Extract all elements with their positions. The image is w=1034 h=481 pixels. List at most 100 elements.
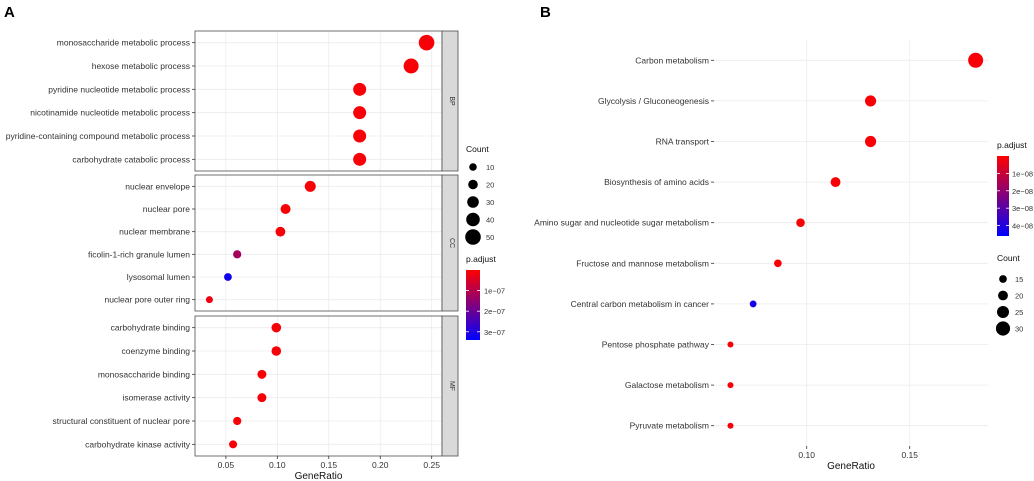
panel-b-term-label: Glycolysis / Gluconeogenesis: [598, 96, 709, 106]
panel-b-term-label: Galactose metabolism: [625, 380, 709, 390]
panel-a-term-label: lysosomal lumen: [127, 272, 191, 282]
panel-a-strip-label: MF: [448, 381, 455, 391]
panel-a-strip: [441, 174, 459, 312]
panel-a-point: [353, 152, 367, 166]
panel-a-xtick-label: 0.05: [218, 460, 235, 470]
panel-a-point: [257, 369, 267, 379]
panel-a-term-label: isomerase activity: [122, 393, 190, 403]
panel-b-padj-legend-title: p.adjust: [997, 140, 1027, 150]
panel-b-point: [865, 135, 877, 148]
panel-a-count-legend-label: 30: [486, 198, 494, 207]
panel-a-term-label: coenzyme binding: [121, 346, 190, 356]
panel-a-term-label: carbohydrate binding: [111, 323, 191, 333]
panel-a-point: [403, 58, 419, 74]
panel-a-point: [271, 346, 282, 356]
panel-b-count-legend-label: 20: [1015, 292, 1023, 301]
panel-b-term-label: RNA transport: [656, 137, 710, 147]
panel-a-count-legend-label: 50: [486, 233, 494, 242]
panel-b-legends: p.adjust 1e−08 2e−08 3e−08 4e−08 Count 15 20 25 3…: [995, 140, 1033, 336]
panel-a-point: [418, 34, 435, 51]
panel-b-xtick-label: 0.10: [798, 450, 815, 460]
panel-a-facet-bg: [195, 175, 442, 311]
panel-a-term-label: hexose metabolic process: [92, 61, 190, 71]
panel-b-padj-legend-label: 3e−08: [1012, 204, 1033, 213]
panel-a-strip: [441, 315, 459, 457]
panel-b-xtick-label: 0.15: [901, 450, 918, 460]
panel-a-point: [224, 273, 232, 281]
panel-b-count-legend-label: 30: [1015, 325, 1023, 334]
panel-a-point: [205, 296, 213, 304]
panel-a-point: [275, 226, 286, 237]
panel-a-point: [280, 204, 291, 214]
panel-b-point: [749, 300, 757, 308]
panel-a-term-label: monosaccharide metabolic process: [57, 38, 190, 48]
panel-a-term-label: pyridine-containing compound metabolic p…: [6, 131, 190, 141]
panel-b-term-label: Pentose phosphate pathway: [602, 340, 710, 350]
panel-a-padj-legend-label: 1e−07: [484, 287, 505, 296]
panel-b-point: [865, 95, 877, 107]
panel-a-facet-bg: [195, 316, 442, 456]
panel-b-point: [796, 218, 805, 227]
panel-a-legends: Count 10 20 30 40 50 p.adjust 1e−07 2e−07 3e−07: [465, 144, 505, 340]
panel-a-padj-colorbar: [466, 270, 480, 340]
panel-b-term-label: Carbon metabolism: [635, 55, 709, 65]
panel-a-count-legend-label: 40: [486, 216, 494, 225]
panel-b-xlabel: GeneRatio: [827, 461, 875, 472]
panel-a-point: [353, 129, 367, 143]
panel-a-strip-label: CC: [448, 238, 455, 248]
panel-b-letter: B: [540, 4, 551, 21]
panel-a-point: [257, 393, 267, 403]
panel-a-point: [353, 106, 367, 120]
panel-b-term-label: Pyruvate metabolism: [630, 421, 709, 431]
panel-b-term-label: Central carbon metabolism in cancer: [571, 299, 710, 309]
panel-a-xtick-label: 0.10: [269, 460, 286, 470]
panel-a-count-legend-key: [468, 179, 478, 190]
panel-b-padj-legend-label: 2e−08: [1012, 187, 1033, 196]
panel-b-count-legend-key: [997, 306, 1009, 318]
panel-b-point: [968, 52, 984, 68]
panel-a-term-label: nuclear membrane: [119, 227, 190, 237]
panel-a-term-label: pyridine nucleotide metabolic process: [48, 84, 190, 94]
panel-a-count-legend-key: [467, 196, 479, 208]
panel-a-dotplot: monosaccharide metabolic process hexose m…: [6, 30, 459, 481]
panel-b-count-legend-key: [999, 275, 1007, 283]
panel-a-term-label: ficolin-1-rich granule lumen: [88, 249, 190, 259]
panel-a-padj-legend-label: 2e−07: [484, 307, 505, 316]
panel-a-padj-legend-title: p.adjust: [466, 254, 496, 264]
panel-a-term-label: nicotinamide nucleotide metabolic proces…: [30, 108, 190, 118]
panel-a-point: [353, 82, 367, 96]
panel-b-term-label: Amino sugar and nucleotide sugar metabol…: [534, 218, 709, 228]
panel-a-count-legend-key: [465, 229, 481, 245]
panel-b-padj-legend-label: 4e−08: [1012, 222, 1033, 231]
panel-b-padj-legend-label: 1e−08: [1012, 169, 1033, 178]
panel-b-point: [830, 177, 841, 188]
panel-a-term-label: monosaccharide binding: [98, 369, 190, 379]
panel-b-point: [774, 259, 782, 268]
panel-b-point: [727, 382, 734, 389]
panel-a-term-label: nuclear pore: [143, 204, 191, 214]
panel-a-padj-legend-label: 3e−07: [484, 328, 505, 337]
panel-a-facet-bg: [195, 31, 442, 171]
panel-b-term-label: Biosynthesis of amino acids: [604, 177, 709, 187]
panel-b-point: [727, 341, 734, 348]
panel-a-letter: A: [4, 4, 15, 21]
panel-b-term-label: Fructose and mannose metabolism: [576, 258, 709, 268]
panel-b-count-legend-key: [998, 290, 1008, 301]
panel-a-count-legend-label: 20: [486, 181, 494, 190]
panel-a-count-legend-label: 10: [486, 163, 494, 172]
panel-a-strip-label: BP: [448, 96, 455, 106]
panel-a-term-label: nuclear pore outer ring: [104, 295, 190, 305]
panel-a-xtick-label: 0.25: [423, 460, 440, 470]
panel-b-count-legend-label: 15: [1015, 275, 1023, 284]
panel-a-point: [229, 440, 238, 449]
panel-a-xlabel: GeneRatio: [295, 471, 343, 481]
panel-b-count-legend-label: 25: [1015, 308, 1023, 317]
panel-a-strip: [441, 30, 459, 172]
panel-b-count-legend-title: Count: [997, 253, 1020, 263]
panel-a-count-legend-key: [466, 212, 480, 227]
panel-b-count-legend-key: [995, 321, 1011, 336]
panel-a-xtick-label: 0.20: [372, 460, 389, 470]
panel-a-point: [233, 250, 242, 259]
panel-a-count-legend-key: [469, 163, 477, 171]
panel-a-point: [233, 416, 242, 426]
